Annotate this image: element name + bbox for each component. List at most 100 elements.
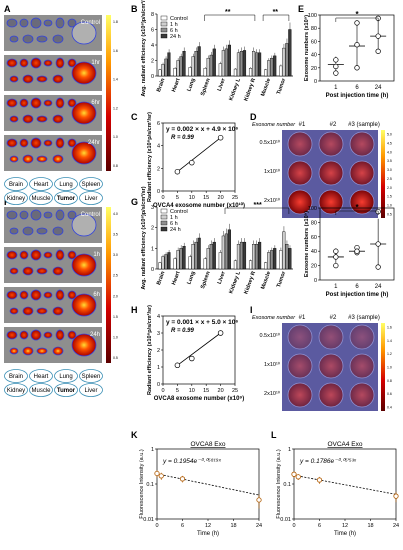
x-tick-label: 1 — [334, 284, 338, 290]
organ-spot — [19, 138, 29, 148]
significance-bracket — [335, 210, 379, 215]
significance-bracket — [204, 14, 256, 21]
bar — [288, 29, 292, 77]
bar — [188, 67, 192, 77]
organ-imaging-panels: Control 1hr 6hr 24hr 1.8 1.6 1.4 1.2 1.0 0.8 Brain… — [4, 15, 118, 397]
organ-legend-oval — [79, 369, 103, 383]
data-point — [295, 474, 301, 480]
organ-spot — [30, 17, 42, 29]
bar — [158, 262, 162, 270]
imaging-panel-f: Control 1h 6h 24h 4.0 3.5 3.0 2.5 2.0 1.5 1.0 0.5 Br… — [4, 207, 118, 397]
panel-letter-a: A — [4, 4, 11, 14]
x-tick-label: 6 — [355, 284, 359, 290]
colorbar-tick-label: 3.5 — [387, 159, 392, 163]
x-tick-label: 5 — [176, 195, 179, 201]
significance-label: ** — [273, 9, 279, 16]
plate-row-label: 1x10¹⁰ — [264, 168, 281, 175]
category-label: Liver — [217, 77, 227, 92]
organ-spot — [22, 114, 34, 124]
data-point — [189, 159, 195, 166]
organ-legend-oval — [54, 383, 78, 397]
y-tick-label: 100 — [308, 206, 317, 212]
significance-label: * — [355, 10, 359, 19]
well — [318, 324, 344, 350]
well-plate-i: Exosome number #1 #2 #3 (sample) 0.5x10¹⁰ 1x1… — [252, 315, 392, 411]
organ-spot — [43, 19, 53, 27]
colorbar-tick-label: 4.0 — [113, 212, 118, 216]
imaging-panel-a: Control 1hr 6hr 24hr 1.8 1.6 1.4 1.2 1.0 0.8 Brain… — [4, 15, 118, 205]
data-point — [354, 65, 360, 71]
legend-label: 6 h — [170, 28, 178, 34]
bar — [236, 52, 241, 77]
decay-plot-k: 0 6 12 18 24 0.01 0.1 1 OVCA8 Exo y = 0.1954e⁻⁰·⁰… — [139, 441, 262, 537]
colorbar-tick-label: 1.0 — [113, 135, 118, 139]
time-label: Control — [81, 20, 100, 26]
organ-legend-label: Tumor — [57, 196, 76, 202]
standard-curve-c: 0 5 10 15 20 25 0 2 4 6 y = 0.002 × x + 4.9 × 10⁶ R… — [146, 112, 245, 209]
x-tick-label: 10 — [189, 195, 195, 201]
y-tick-label: 0 — [157, 382, 160, 388]
y-tick-label: 80 — [311, 26, 317, 32]
bar — [197, 46, 201, 77]
data-point — [375, 264, 381, 270]
x-tick-label: 5 — [176, 388, 179, 394]
colorbar — [106, 207, 111, 363]
x-tick-label: 25 — [232, 388, 238, 394]
well — [287, 131, 313, 157]
data-point — [256, 497, 262, 503]
y-tick-label: 1 — [151, 447, 154, 453]
organ-spot — [9, 35, 19, 43]
y-tick-label: 6 — [151, 28, 154, 34]
colorbar — [106, 15, 111, 171]
bar — [227, 229, 231, 270]
plate-header-label: Exosome number — [252, 315, 296, 321]
colorbar-tick-label: 0.5 — [113, 356, 118, 360]
bar — [248, 260, 253, 270]
organ-spot — [55, 209, 65, 221]
legend-label: 24 h — [170, 34, 181, 40]
colorbar — [381, 130, 385, 218]
y-axis-label: Exosome numbers (x10⁹) — [304, 211, 310, 277]
colorbar-tick-label: 2.0 — [113, 294, 118, 298]
bar — [251, 51, 256, 77]
well — [318, 160, 344, 186]
tumor-spot — [71, 21, 97, 45]
organ-legend-label: Kidney — [7, 196, 25, 202]
category-label: Lung — [186, 271, 196, 286]
organ-legend-label: Lung — [59, 182, 72, 188]
organ-spot — [67, 138, 77, 148]
organ-legend-label: Liver — [84, 388, 97, 394]
tumor-spot — [71, 333, 97, 357]
legend-swatch — [160, 33, 168, 39]
organ-spot — [6, 290, 18, 300]
bar — [279, 65, 283, 77]
y-tick-label: 2 — [157, 348, 160, 354]
bar — [209, 243, 213, 270]
bar — [242, 241, 247, 270]
organ-legend-oval — [54, 369, 78, 383]
well — [349, 131, 375, 157]
legend-label: 1 h — [170, 215, 178, 221]
chart-title: OVCA8 Exo — [190, 441, 225, 448]
organ-spot — [19, 290, 29, 300]
organ-spot — [9, 347, 19, 355]
y-tick-label: 2 — [157, 166, 160, 172]
organ-spot — [67, 330, 77, 340]
bar — [197, 237, 201, 270]
organ-spot — [9, 267, 19, 275]
category-label: Brain — [156, 270, 167, 286]
bar — [209, 54, 213, 77]
organ-legend-oval — [54, 191, 78, 205]
y-axis-label: Exosome numbers (x10⁹) — [304, 15, 310, 81]
x-tick-label: 6 — [181, 523, 184, 529]
y-tick-label: 2 — [151, 226, 154, 232]
plate-column-label: #2 — [330, 315, 337, 321]
standard-curve-h: 0 5 10 15 20 25 0 1 2 3 4 y = 0.001 × x + 5.0 × 10⁶… — [146, 305, 244, 402]
organ-spot — [43, 331, 53, 339]
organ-spot — [19, 98, 29, 108]
organ-spot — [52, 226, 64, 236]
organ-spot — [36, 35, 48, 43]
organ-spot — [43, 99, 53, 107]
organ-legend-label: Spleen — [82, 182, 101, 188]
y-tick-label: 6 — [157, 121, 160, 127]
